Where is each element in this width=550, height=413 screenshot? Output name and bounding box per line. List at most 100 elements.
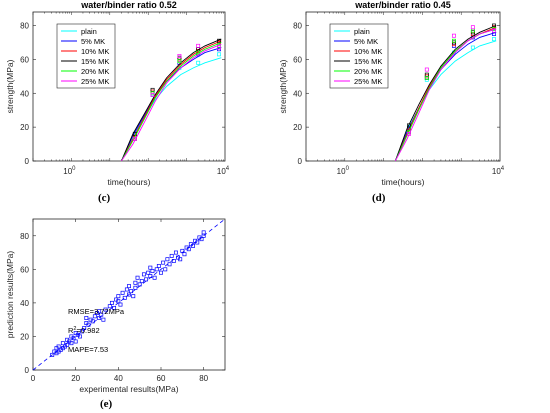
data-point: [135, 275, 140, 280]
data-point: [451, 38, 456, 43]
data-point: [171, 258, 176, 263]
data-point: [90, 319, 95, 324]
data-point: [150, 269, 155, 273]
data-point: [133, 285, 138, 290]
data-point: [186, 247, 191, 252]
data-point: [178, 257, 183, 262]
y-tick-label: 40: [20, 89, 29, 98]
data-point: [112, 305, 117, 310]
data-point: [69, 341, 74, 346]
y-axis-label: strength(MPa): [278, 59, 288, 113]
data-point: [103, 307, 108, 312]
data-point: [177, 54, 182, 58]
y-tick-label: 20: [293, 123, 302, 132]
data-point: [131, 294, 136, 299]
data-point: [217, 38, 222, 43]
data-point: [196, 60, 201, 65]
data-point: [195, 240, 200, 245]
stat-label-1: R2=0.982: [68, 326, 100, 335]
series-line-2: [121, 40, 222, 162]
y-tick-label: 0: [298, 157, 303, 166]
stat-label-2: MAPE=7.53: [68, 345, 108, 354]
series-line-5: [394, 28, 497, 162]
data-point: [80, 329, 85, 334]
data-point: [150, 93, 155, 97]
series-line-3: [394, 25, 497, 162]
data-point: [82, 326, 87, 331]
y-tick-label: 40: [293, 89, 302, 98]
data-point: [129, 289, 134, 294]
data-point: [148, 265, 153, 270]
x-tick-label: 40: [114, 374, 123, 383]
data-point: [137, 282, 142, 287]
data-point: [161, 260, 166, 265]
x-tick-label: 80: [199, 374, 208, 383]
data-point: [406, 123, 411, 128]
data-point: [73, 339, 78, 344]
x-axis-label: time(hours): [382, 177, 425, 187]
series-line-3: [120, 38, 222, 162]
data-point: [173, 250, 178, 255]
data-point: [146, 270, 151, 275]
y-tick-label: 60: [20, 55, 29, 64]
chart-0: 0 20 40 60 80 100 104 water/binder ratio 0.52 ti…: [5, 0, 230, 187]
x-tick-label: 0: [31, 374, 36, 383]
data-point: [182, 252, 187, 257]
legend-entry: 25% MK: [81, 77, 109, 86]
y-tick-label: 40: [20, 299, 29, 308]
data-point: [217, 52, 222, 57]
data-point: [71, 336, 76, 341]
y-tick-label: 80: [293, 22, 302, 31]
panel-label-c: (c): [98, 192, 111, 204]
legend-entry: 15% MK: [354, 57, 382, 66]
data-point: [56, 344, 61, 349]
data-point: [141, 272, 146, 277]
data-point: [470, 25, 475, 30]
stat-label-0: RMSE=3.72MPa: [68, 307, 125, 316]
legend-entry: 10% MK: [354, 47, 382, 56]
chart-title: water/binder ratio 0.52: [80, 0, 177, 10]
data-point: [132, 137, 137, 141]
data-point: [139, 279, 144, 284]
series-line-4: [121, 42, 222, 162]
data-point: [116, 299, 121, 304]
x-tick-label: 104: [492, 166, 505, 176]
chart-1: 0 20 40 60 80 100 104 water/binder ratio 0.45 ti…: [278, 0, 505, 187]
data-point: [217, 45, 222, 50]
data-point: [201, 233, 206, 238]
data-point: [99, 312, 104, 317]
data-point: [152, 275, 157, 280]
data-point: [86, 322, 91, 327]
data-point: [84, 316, 89, 320]
chart-title: water/binder ratio 0.45: [354, 0, 451, 10]
y-tick-label: 0: [25, 366, 30, 375]
data-point: [159, 270, 163, 275]
legend-box: [56, 23, 116, 89]
data-point: [101, 317, 106, 322]
data-point: [65, 342, 70, 347]
data-point: [118, 302, 123, 307]
series-line-0: [120, 57, 222, 162]
y-tick-label: 60: [293, 55, 302, 64]
data-point: [50, 352, 55, 357]
data-point: [127, 284, 131, 289]
data-point: [144, 277, 149, 282]
data-point: [406, 131, 411, 136]
legend-entry: 5% MK: [81, 37, 105, 46]
x-axis-label: experimental results(MPa): [79, 384, 178, 394]
series-line-5: [121, 43, 222, 162]
y-tick-label: 60: [20, 265, 29, 274]
data-point: [116, 294, 121, 299]
chart-2: 0 20 40 60 80 0 20 40 60 80 experimental results(M…: [5, 218, 226, 394]
data-point: [177, 59, 182, 64]
data-point: [97, 316, 102, 320]
data-point: [196, 50, 201, 55]
x-tick-label: 104: [217, 166, 230, 176]
data-point: [169, 253, 174, 258]
data-point: [165, 257, 170, 262]
data-point: [109, 300, 114, 305]
legend-entry: plain: [81, 27, 97, 36]
y-tick-label: 0: [25, 157, 30, 166]
x-tick-label: 100: [337, 166, 350, 176]
